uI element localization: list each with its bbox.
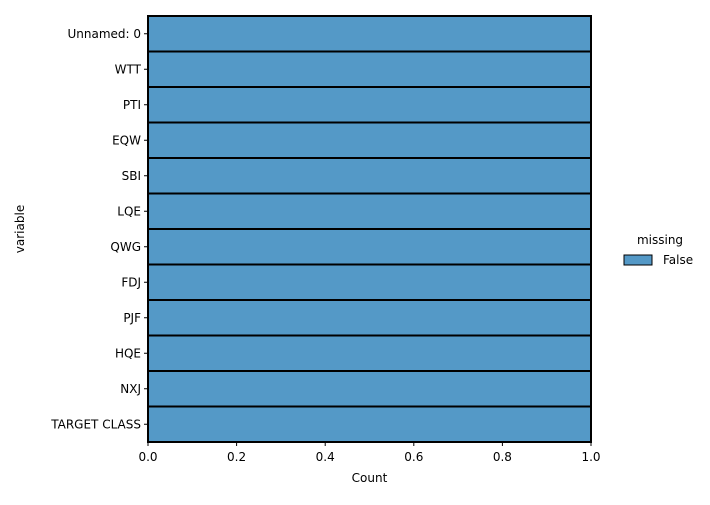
bar-fdj-0: [147, 263, 592, 301]
legend-swatch: [623, 254, 653, 266]
y-tick-label: Unnamed: 0: [67, 27, 141, 41]
y-tick-label: HQE: [115, 346, 141, 360]
bar-pti-0: [147, 86, 592, 124]
x-axis-label: Count: [352, 471, 388, 485]
y-tick-label: TARGET CLASS: [50, 417, 141, 431]
legend-label: False: [663, 253, 693, 267]
legend: missing False: [623, 233, 693, 267]
legend-title: missing: [637, 233, 683, 247]
bar-nxj-0: [147, 370, 592, 408]
y-tick-label: PJF: [123, 311, 141, 325]
x-tick-label: 1.0: [581, 450, 600, 464]
bar-lqe-0: [147, 192, 592, 230]
y-tick-label: PTI: [123, 98, 141, 112]
bar-sbi-0: [147, 157, 592, 195]
y-tick-label: FDJ: [121, 275, 141, 289]
bar-target-class-0: [147, 405, 592, 443]
bar-hqe-0: [147, 334, 592, 372]
x-tick-label: 0.8: [493, 450, 512, 464]
x-tick-label: 0.2: [227, 450, 246, 464]
y-tick-label: EQW: [112, 133, 141, 147]
bars-layer: [147, 15, 592, 443]
bar-pjf-0: [147, 299, 592, 337]
y-tick-label: QWG: [110, 240, 141, 254]
x-tick-label: 0.6: [404, 450, 423, 464]
x-tick-label: 0.0: [138, 450, 157, 464]
y-tick-label: NXJ: [120, 382, 141, 396]
bar-unnamed-0-0: [147, 15, 592, 53]
bar-qwg-0: [147, 228, 592, 266]
axes-layer: Unnamed: 0 WTT PTI EQW SBI LQE QWG FDJ PJF HQE NXJ…: [50, 16, 601, 464]
y-tick-label: LQE: [117, 204, 141, 218]
bar-wtt-0: [147, 50, 592, 88]
y-axis-label: variable: [13, 205, 27, 253]
y-tick-label: SBI: [122, 169, 141, 183]
y-tick-label: WTT: [115, 62, 142, 76]
x-tick-label: 0.4: [316, 450, 335, 464]
bar-eqw-0: [147, 121, 592, 159]
